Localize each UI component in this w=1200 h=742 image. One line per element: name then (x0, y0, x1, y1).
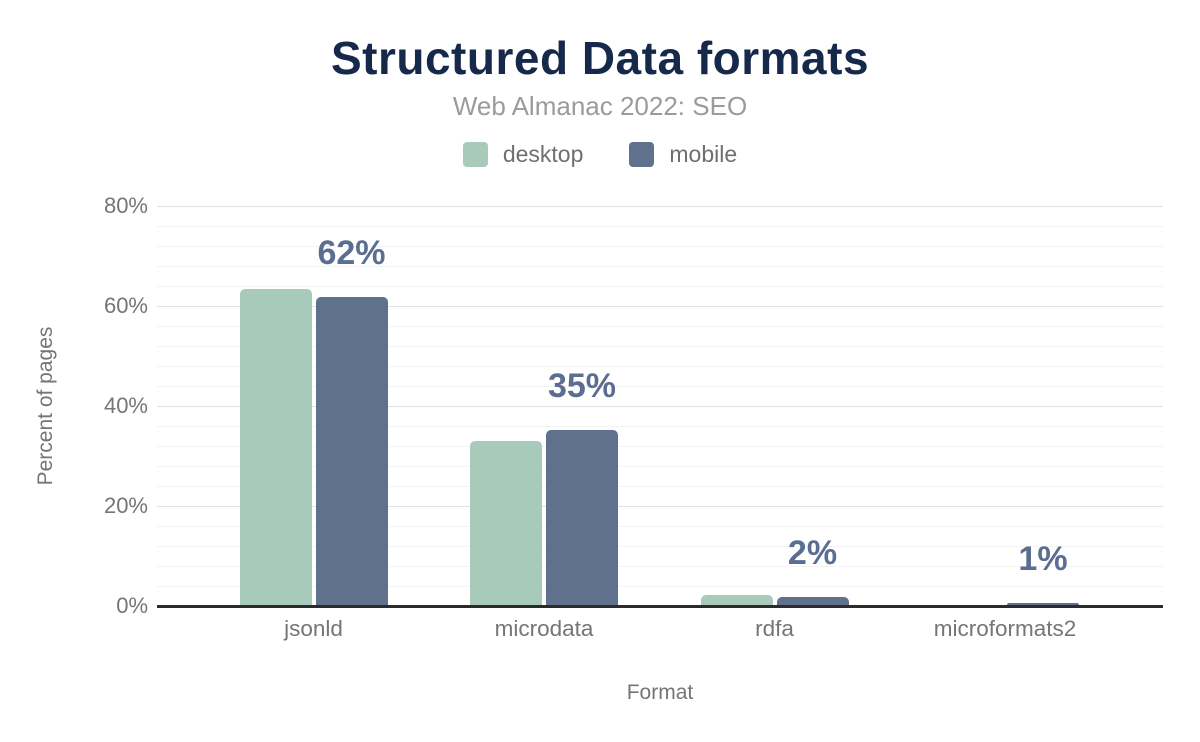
x-tick-microdata: microdata (494, 616, 594, 641)
major-gridline-80 (157, 206, 1163, 207)
bar-mobile-rdfa[interactable] (776, 596, 849, 606)
major-gridline-20 (157, 506, 1163, 507)
legend-swatch-mobile (629, 142, 655, 167)
legend-swatch-desktop (462, 142, 488, 167)
minor-gridline-24 (157, 486, 1163, 487)
minor-gridline-76 (157, 226, 1163, 227)
y-tick-40%: 40% (103, 393, 148, 418)
bar-desktop-microdata[interactable] (470, 441, 542, 606)
bar-desktop-jsonld[interactable] (239, 289, 312, 606)
legend-item-desktop[interactable]: desktop (462, 141, 584, 168)
minor-gridline-48 (157, 366, 1163, 367)
x-axis-title: Format (626, 681, 694, 704)
major-gridline-60 (157, 306, 1163, 307)
x-tick-jsonld: jsonld (284, 616, 343, 641)
y-tick-80%: 80% (103, 193, 148, 218)
x-axis-line (157, 605, 1163, 608)
chart-legend: desktop mobile (0, 141, 1200, 168)
minor-gridline-4 (157, 586, 1163, 587)
minor-gridline-36 (157, 426, 1163, 427)
minor-gridline-44 (157, 386, 1163, 387)
legend-item-mobile[interactable]: mobile (629, 141, 737, 168)
y-tick-0%: 0% (116, 593, 148, 618)
minor-gridline-68 (157, 266, 1163, 267)
plot-area: 62% 35% 2% 1% (157, 206, 1163, 606)
bar-mobile-jsonld[interactable] (315, 296, 388, 606)
chart-subtitle: Web Almanac 2022: SEO (452, 91, 748, 121)
minor-gridline-12 (157, 546, 1163, 547)
bar-mobile-microformats2[interactable] (1007, 603, 1079, 606)
minor-gridline-72 (157, 246, 1163, 247)
bar-desktop-rdfa[interactable] (700, 595, 773, 606)
legend-label-mobile: mobile (669, 141, 738, 167)
value-label-rdfa: 2% (787, 533, 838, 572)
legend-label-desktop: desktop (502, 141, 584, 167)
y-tick-60%: 60% (103, 293, 148, 318)
minor-gridline-16 (157, 526, 1163, 527)
minor-gridline-32 (157, 446, 1163, 447)
bar-mobile-microdata[interactable] (546, 430, 618, 606)
major-gridline-40 (157, 406, 1163, 407)
x-tick-rdfa: rdfa (755, 616, 794, 641)
minor-gridline-56 (157, 326, 1163, 327)
x-tick-microformats2: microformats2 (933, 616, 1077, 641)
value-label-microdata: 35% (547, 367, 617, 405)
minor-gridline-28 (157, 466, 1163, 467)
value-label-jsonld: 62% (317, 233, 386, 272)
minor-gridline-64 (157, 286, 1163, 287)
minor-gridline-52 (157, 346, 1163, 347)
y-tick-20%: 20% (103, 493, 148, 518)
minor-gridline-8 (157, 566, 1163, 567)
value-label-microformats2: 1% (1018, 540, 1068, 579)
chart-title: Structured Data formats (330, 32, 870, 84)
